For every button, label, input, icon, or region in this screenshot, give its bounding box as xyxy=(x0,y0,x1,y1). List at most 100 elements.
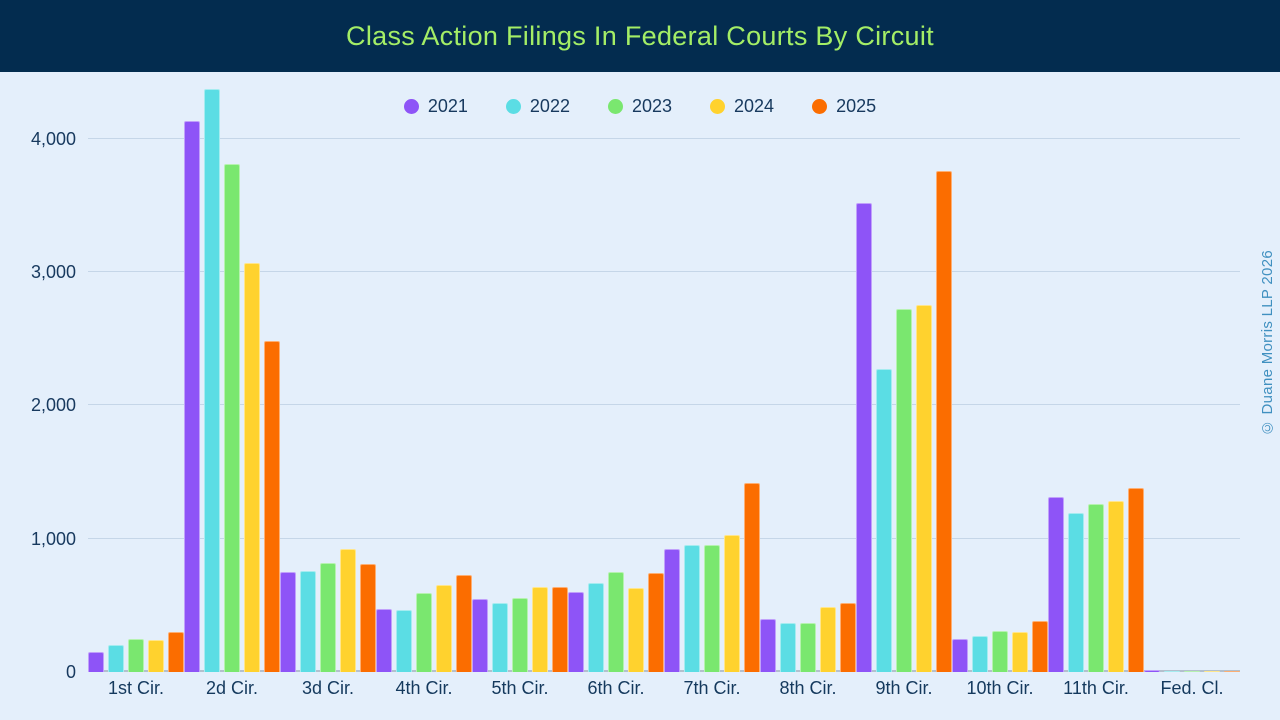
bar-2022-9th-cir[interactable] xyxy=(876,369,892,672)
bar-2023-5th-cir[interactable] xyxy=(512,598,528,672)
bar-2024-5th-cir[interactable] xyxy=(532,587,548,672)
bar-2022-7th-cir[interactable] xyxy=(684,545,700,672)
bar-group-7th-cir xyxy=(664,72,760,672)
x-label-2d-cir: 2d Cir. xyxy=(205,678,259,698)
bar-2022-11th-cir[interactable] xyxy=(1068,513,1084,672)
bar-2024-3d-cir[interactable] xyxy=(340,549,356,672)
bar-group-8th-cir xyxy=(760,72,856,672)
legend-label: 2025 xyxy=(836,96,877,116)
bar-2022-2d-cir[interactable] xyxy=(204,89,220,672)
legend-dot-icon xyxy=(505,99,521,114)
bar-2024-10th-cir[interactable] xyxy=(1012,632,1028,672)
bar-2021-fed-cl[interactable] xyxy=(1144,670,1160,672)
x-label-3d-cir: 3d Cir. xyxy=(301,678,355,698)
gridline-3,000 xyxy=(88,271,1240,272)
legend-item-2024[interactable]: 2024 xyxy=(710,96,774,117)
legend-label: 2022 xyxy=(529,96,570,116)
legend-label: 2021 xyxy=(427,96,468,116)
bar-2022-10th-cir[interactable] xyxy=(972,636,988,672)
bar-2025-4th-cir[interactable] xyxy=(456,574,472,672)
bar-2025-1st-cir[interactable] xyxy=(168,632,184,672)
bar-2025-8th-cir[interactable] xyxy=(840,603,856,672)
bar-2025-7th-cir[interactable] xyxy=(744,482,760,672)
bar-2025-10th-cir[interactable] xyxy=(1032,621,1048,672)
bar-2023-2d-cir[interactable] xyxy=(224,164,240,672)
chart-title: Class Action Filings In Federal Courts B… xyxy=(346,20,934,51)
bar-2022-3d-cir[interactable] xyxy=(300,570,316,672)
bar-group-2d-cir xyxy=(184,72,280,672)
x-label-6th-cir: 6th Cir. xyxy=(587,678,645,698)
bar-2022-4th-cir[interactable] xyxy=(396,610,412,672)
x-label-4th-cir: 4th Cir. xyxy=(395,678,453,698)
bar-groups xyxy=(88,72,1240,672)
bar-2024-1st-cir[interactable] xyxy=(148,640,164,672)
bar-group-10th-cir xyxy=(952,72,1048,672)
bar-2021-8th-cir[interactable] xyxy=(760,618,776,672)
bar-2021-2d-cir[interactable] xyxy=(184,121,200,672)
bar-2021-10th-cir[interactable] xyxy=(952,638,968,672)
bar-2025-6th-cir[interactable] xyxy=(648,572,664,672)
bar-2021-6th-cir[interactable] xyxy=(568,592,584,672)
bar-2023-3d-cir[interactable] xyxy=(320,562,336,672)
bar-2022-fed-cl[interactable] xyxy=(1164,670,1180,672)
bar-2021-4th-cir[interactable] xyxy=(376,609,392,672)
bar-2025-5th-cir[interactable] xyxy=(552,586,568,672)
x-label-5th-cir: 5th Cir. xyxy=(491,678,549,698)
bar-2023-4th-cir[interactable] xyxy=(416,593,432,672)
bar-2021-7th-cir[interactable] xyxy=(664,549,680,672)
bar-group-4th-cir xyxy=(376,72,472,672)
bar-chart: 2021 2022 2023 2024 2025 0 1,000 2,000 3,000 4,0… xyxy=(0,72,1280,720)
bar-group-9th-cir xyxy=(856,72,952,672)
bar-2022-5th-cir[interactable] xyxy=(492,602,508,672)
bar-2025-11th-cir[interactable] xyxy=(1128,488,1144,672)
y-tick-label: 3,000 xyxy=(30,262,76,282)
bar-2024-11th-cir[interactable] xyxy=(1108,501,1124,672)
plot-area: 0 1,000 2,000 3,000 4,000 1st Cir. 2d Cir. 3d … xyxy=(31,72,1240,720)
legend-dot-icon xyxy=(812,99,828,114)
legend-label: 2023 xyxy=(631,96,673,116)
x-label-8th-cir: 8th Cir. xyxy=(779,678,837,698)
bar-group-11th-cir xyxy=(1048,72,1144,672)
bar-2022-1st-cir[interactable] xyxy=(108,645,124,672)
bar-2024-4th-cir[interactable] xyxy=(436,585,452,672)
legend-item-2022[interactable]: 2022 xyxy=(505,96,570,117)
bar-2023-1st-cir[interactable] xyxy=(128,638,144,672)
bar-2021-11th-cir[interactable] xyxy=(1048,497,1064,672)
bar-2025-3d-cir[interactable] xyxy=(360,564,376,672)
bar-2023-10th-cir[interactable] xyxy=(992,630,1008,672)
bar-2021-5th-cir[interactable] xyxy=(472,598,488,672)
legend-label: 2024 xyxy=(734,96,775,116)
bar-2024-7th-cir[interactable] xyxy=(724,534,740,672)
bar-group-6th-cir xyxy=(568,72,664,672)
bar-2023-11th-cir[interactable] xyxy=(1088,504,1104,672)
bar-2023-9th-cir[interactable] xyxy=(896,309,912,672)
legend: 2021 2022 2023 2024 2025 xyxy=(0,96,1280,117)
bar-2021-3d-cir[interactable] xyxy=(280,572,296,672)
bar-2024-fed-cl[interactable] xyxy=(1204,671,1220,672)
bar-2025-9th-cir[interactable] xyxy=(936,170,952,672)
bar-2023-8th-cir[interactable] xyxy=(800,622,816,672)
legend-item-2025[interactable]: 2025 xyxy=(812,96,876,117)
bar-2023-7th-cir[interactable] xyxy=(704,544,720,672)
bar-2023-6th-cir[interactable] xyxy=(608,572,624,672)
bar-2025-fed-cl[interactable] xyxy=(1224,671,1240,672)
bar-2021-9th-cir[interactable] xyxy=(856,202,872,672)
bar-2023-fed-cl[interactable] xyxy=(1184,670,1200,672)
copyright-watermark: © Duane Morris LLP 2026 xyxy=(1259,250,1276,437)
x-axis-labels: 1st Cir. 2d Cir. 3d Cir. 4th Cir. 5th Cir. 6t… xyxy=(88,678,1240,699)
bar-group-fed-cl xyxy=(1144,72,1240,672)
bar-2022-6th-cir[interactable] xyxy=(588,582,604,672)
bar-2022-8th-cir[interactable] xyxy=(780,622,796,672)
legend-item-2021[interactable]: 2021 xyxy=(403,96,468,117)
bar-2024-9th-cir[interactable] xyxy=(916,305,932,672)
bar-2024-8th-cir[interactable] xyxy=(820,606,836,672)
gridline-2,000 xyxy=(88,404,1240,406)
bar-2025-2d-cir[interactable] xyxy=(264,341,280,672)
legend-item-2023[interactable]: 2023 xyxy=(607,96,673,117)
bar-2024-2d-cir[interactable] xyxy=(244,262,260,672)
bar-2021-1st-cir[interactable] xyxy=(88,652,104,672)
y-tick-label: 1,000 xyxy=(30,528,76,549)
x-label-9th-cir: 9th Cir. xyxy=(875,678,933,698)
bar-2024-6th-cir[interactable] xyxy=(628,588,644,672)
